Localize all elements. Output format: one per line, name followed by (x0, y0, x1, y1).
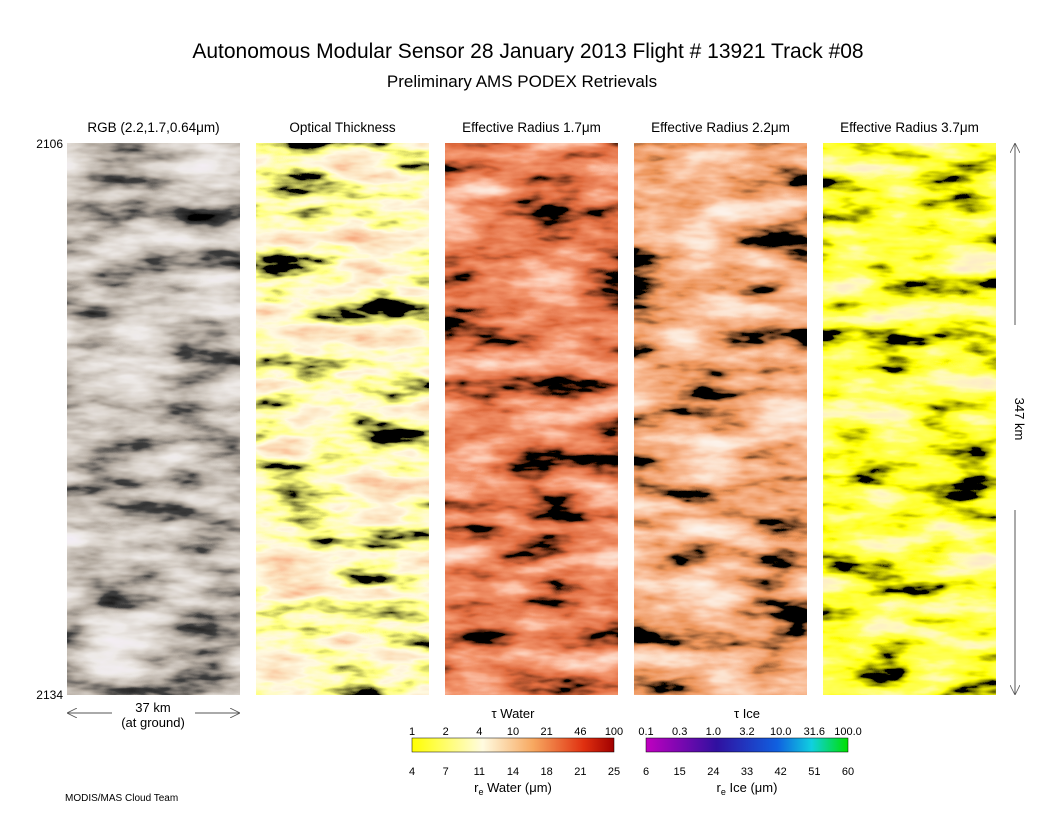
label-subscript: e (721, 787, 726, 797)
colorbar-tick-label: 31.6 (804, 726, 825, 738)
colorbar-tick-label: 10 (507, 726, 519, 738)
colorbar-title: τ Water (492, 706, 536, 721)
scan-line-top: 2106 (36, 137, 63, 151)
colorbar-tick-label: 4 (476, 726, 482, 738)
colorbar-tick-label: 46 (574, 726, 586, 738)
label-symbol: r (717, 780, 722, 795)
scan-line-bottom: 2134 (36, 688, 63, 702)
panel-title: Optical Thickness (289, 120, 396, 135)
colorbar-tick-label: 0.3 (672, 726, 687, 738)
colorbar-tick-label: 14 (507, 766, 519, 778)
colorbar-tick-label: 24 (707, 766, 719, 778)
colorbar-tick-label: 42 (775, 766, 787, 778)
scale-length: 347 km (1012, 398, 1027, 441)
colorbar-tick-label: 100 (605, 726, 623, 738)
panel-image (67, 143, 240, 695)
colorbar-title: τ Ice (734, 706, 760, 721)
panel-title: RGB (2.2,1.7,0.64μm) (87, 120, 219, 135)
subtitle: Preliminary AMS PODEX Retrievals (387, 72, 657, 91)
colorbar-tick-label: 33 (741, 766, 753, 778)
colorbar-tick-label: 51 (808, 766, 820, 778)
colorbar-tick-label: 15 (674, 766, 686, 778)
footer: MODIS/MAS Cloud Team (65, 793, 178, 804)
scale-width-note: (at ground) (121, 715, 185, 730)
colorbar-tick-label: 21 (541, 726, 553, 738)
colorbar-tick-label: 25 (608, 766, 620, 778)
colorbar-tick-label: 0.1 (638, 726, 653, 738)
panel-image (823, 143, 996, 695)
colorbar-tick-label: 3.2 (739, 726, 754, 738)
colorbar (411, 737, 615, 753)
panel-image (256, 143, 429, 695)
colorbar-label: re Ice (μm) (717, 780, 778, 797)
colorbar-tick-label: 11 (474, 766, 485, 778)
colorbar-tick-label: 2 (443, 726, 449, 738)
colorbar-tick-label: 1 (409, 726, 415, 738)
colorbar-tick-label: 21 (574, 766, 586, 778)
panel-title: Effective Radius 3.7μm (840, 120, 979, 135)
panel-title: Effective Radius 2.2μm (651, 120, 790, 135)
panel-image (634, 143, 807, 695)
label-text: Ice (μm) (726, 780, 778, 795)
colorbar-tick-label: 7 (443, 766, 449, 778)
colorbar-tick-label: 1.0 (706, 726, 721, 738)
title: Autonomous Modular Sensor 28 January 201… (192, 40, 863, 63)
label-subscript: e (478, 787, 483, 797)
label-text: Water (μm) (483, 780, 551, 795)
colorbar-tick-label: 4 (409, 766, 415, 778)
panel-title: Effective Radius 1.7μm (462, 120, 601, 135)
colorbar-tick-label: 6 (643, 766, 649, 778)
colorbar (645, 737, 849, 753)
colorbar-tick-label: 18 (541, 766, 553, 778)
panels: RGB (2.2,1.7,0.64μm) Optical Thickness Eff… (67, 120, 996, 695)
scale-width: 37 km (135, 700, 170, 715)
colorbar-tick-label: 100.0 (834, 726, 862, 738)
panel-image (445, 143, 618, 695)
colorbar-tick-label: 60 (842, 766, 854, 778)
colorbar-label: re Water (μm) (474, 780, 552, 797)
colorbar-tick-label: 10.0 (770, 726, 791, 738)
label-symbol: r (474, 780, 479, 795)
